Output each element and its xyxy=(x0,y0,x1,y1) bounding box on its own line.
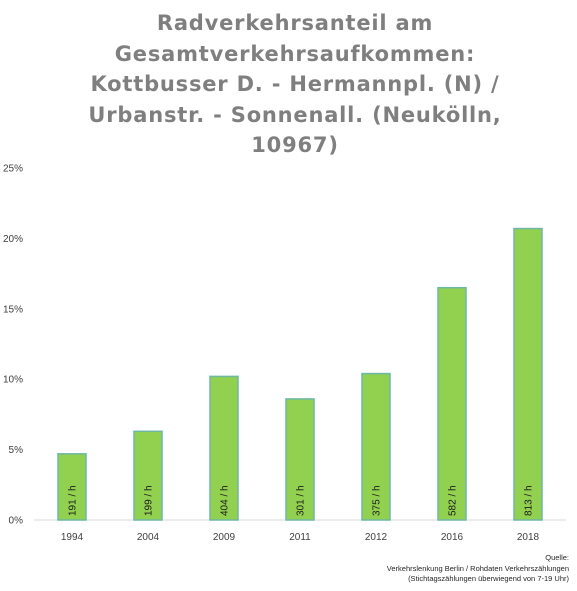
data-label-1994: 191 / h xyxy=(68,485,79,516)
source-line-1: Verkehrslenkung Berlin / Rohdaten Verkeh… xyxy=(386,563,569,573)
bars: 191 / h 199 / h 404 / h 301 / h 375 / h 582 /… xyxy=(57,227,543,521)
y-tick-label: 15% xyxy=(3,304,23,315)
data-label-2009: 404 / h xyxy=(220,485,231,516)
y-tick-label: 5% xyxy=(9,445,24,456)
x-tick-label: 2009 xyxy=(213,532,236,543)
bar-2018 xyxy=(513,227,543,521)
data-label-2012: 375 / h xyxy=(372,485,383,516)
x-tick-label: 2018 xyxy=(517,532,540,543)
x-tick-label: 2004 xyxy=(137,532,160,543)
y-axis: 0% 5% 10% 15% 20% 25% xyxy=(3,164,23,527)
y-tick-label: 25% xyxy=(3,164,23,175)
bar-2009 xyxy=(209,375,239,521)
chart-title: Radverkehrsanteil am Gesamtverkehrsaufko… xyxy=(88,11,502,157)
bar-1994 xyxy=(57,453,87,521)
y-tick-label: 20% xyxy=(3,234,23,245)
y-tick-label: 10% xyxy=(3,375,23,386)
category-labels: 1994 2004 2009 2011 2012 2016 2018 xyxy=(61,532,540,543)
bar-2004 xyxy=(133,430,163,521)
x-tick-label: 2016 xyxy=(441,532,464,543)
x-tick-label: 2011 xyxy=(289,532,311,543)
bar-2012 xyxy=(361,372,391,521)
data-label-2004: 199 / h xyxy=(144,485,155,516)
data-label-2016: 582 / h xyxy=(448,485,459,516)
data-label-2018: 813 / h xyxy=(524,485,535,516)
bar-2011 xyxy=(285,398,315,521)
x-tick-label: 1994 xyxy=(61,532,84,543)
source-note: Quelle: Verkehrslenkung Berlin / Rohdate… xyxy=(387,553,569,585)
data-label-2011: 301 / h xyxy=(296,485,307,516)
x-tick-label: 2012 xyxy=(365,532,388,543)
y-tick-label: 0% xyxy=(9,516,24,527)
bar-2016 xyxy=(437,286,467,521)
source-heading: Quelle: xyxy=(545,553,569,562)
source-line-2: (Stichtagszählungen überwiegend von 7-19… xyxy=(408,574,569,583)
